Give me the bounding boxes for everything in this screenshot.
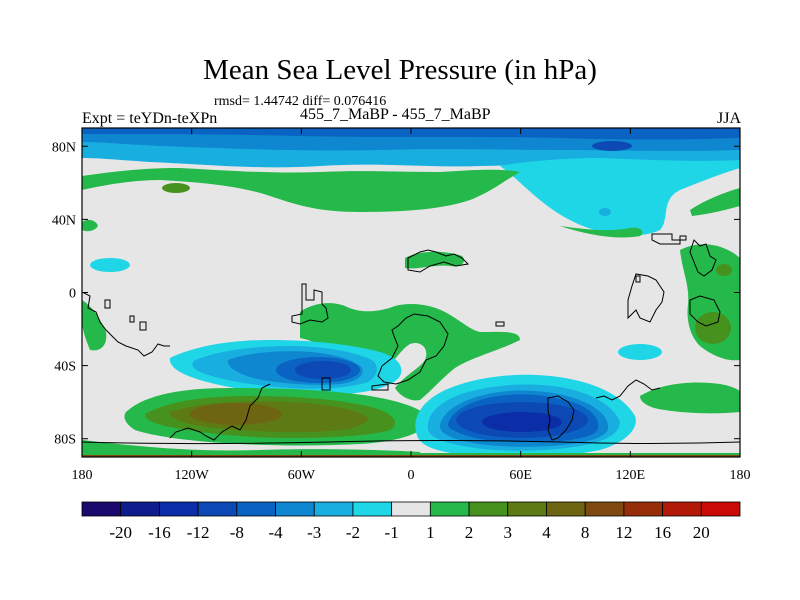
axis-ticks: 80N 40N 0 40S 80S 180 120W 60W 0 60E 120E 180 bbox=[52, 128, 751, 483]
lat-tick-label: 80N bbox=[52, 140, 76, 155]
colorbar-label: -3 bbox=[307, 523, 321, 542]
colorbar-swatch bbox=[352, 501, 393, 517]
lon-tick-label: 120E bbox=[616, 468, 646, 483]
map-title: Mean Sea Level Pressure (in hPa) bbox=[203, 54, 597, 86]
stats-line: rmsd= 1.44742 diff= 0.076416 bbox=[214, 94, 387, 109]
run-comparison-label: 455_7_MaBP - 455_7_MaBP bbox=[300, 106, 491, 123]
lon-tick-label: 0 bbox=[408, 468, 415, 483]
colorbar-swatch bbox=[275, 501, 315, 517]
lon-tick-label: 60W bbox=[288, 468, 316, 483]
colorbar-label: 1 bbox=[426, 523, 435, 542]
lon-tick-label: 60E bbox=[509, 468, 532, 483]
colorbar-label: -4 bbox=[268, 523, 283, 542]
colorbar-swatch bbox=[584, 501, 625, 517]
experiment-label: Expt = teYDn-teXPn bbox=[82, 110, 218, 127]
colorbar: -20 -16 -12 -8 -4 -3 -2 -1 1 2 3 4 8 12 16 20 bbox=[81, 501, 741, 542]
lon-tick-label: 180 bbox=[72, 468, 93, 483]
colorbar-label: 12 bbox=[615, 523, 632, 542]
colorbar-label: 16 bbox=[654, 523, 671, 542]
colorbar-swatch bbox=[391, 501, 431, 517]
colorbar-swatch bbox=[159, 501, 199, 517]
colorbar-label: -8 bbox=[230, 523, 244, 542]
colorbar-swatch bbox=[197, 501, 238, 517]
colorbar-label: 3 bbox=[504, 523, 513, 542]
colorbar-label: -12 bbox=[187, 523, 210, 542]
contour-field bbox=[82, 128, 740, 457]
colorbar-swatch bbox=[662, 501, 702, 517]
colorbar-swatch bbox=[81, 501, 122, 517]
colorbar-swatch bbox=[468, 501, 509, 517]
colorbar-swatch bbox=[429, 501, 470, 517]
colorbar-swatch bbox=[236, 501, 276, 517]
season-label: JJA bbox=[716, 110, 741, 127]
lat-tick-label: 0 bbox=[69, 287, 76, 302]
colorbar-swatch bbox=[313, 501, 354, 517]
colorbar-label: 8 bbox=[581, 523, 590, 542]
colorbar-label: -20 bbox=[109, 523, 132, 542]
colorbar-swatch bbox=[546, 501, 586, 517]
colorbar-label: -2 bbox=[346, 523, 360, 542]
lat-tick-label: 40N bbox=[52, 213, 76, 228]
colorbar-swatch bbox=[507, 501, 547, 517]
colorbar-label: -16 bbox=[148, 523, 171, 542]
colorbar-label: 4 bbox=[542, 523, 551, 542]
colorbar-label: 2 bbox=[465, 523, 474, 542]
colorbar-swatch bbox=[120, 501, 160, 517]
colorbar-label: -1 bbox=[385, 523, 399, 542]
colorbar-swatch bbox=[700, 501, 741, 517]
colorbar-swatch bbox=[623, 501, 663, 517]
lat-tick-label: 80S bbox=[54, 433, 76, 448]
lon-tick-label: 120W bbox=[175, 468, 210, 483]
lon-tick-label: 180 bbox=[730, 468, 751, 483]
lat-tick-label: 40S bbox=[54, 360, 76, 375]
colorbar-label: 20 bbox=[693, 523, 710, 542]
